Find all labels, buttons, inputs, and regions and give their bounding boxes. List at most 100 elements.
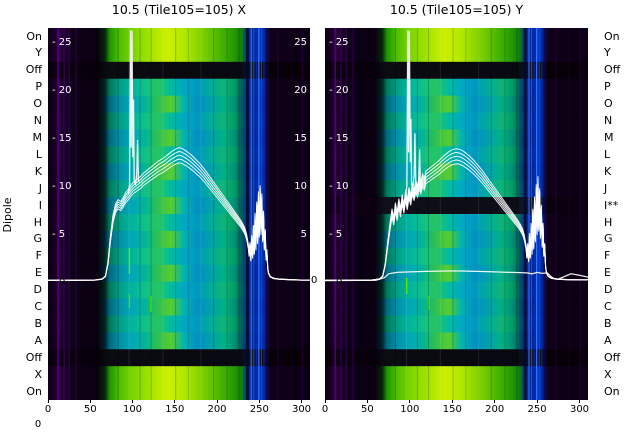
- dipole-row-label-left: H: [33, 215, 42, 229]
- x-tick-label: 200: [207, 404, 227, 415]
- dipole-row-label-right: B: [604, 316, 612, 330]
- dipole-row-label-right: Off: [604, 350, 621, 364]
- x-tick-mark: [409, 400, 411, 403]
- dipole-row-label-right: K: [604, 164, 612, 178]
- dipole-row-label-right: E: [604, 266, 611, 280]
- dipole-row-label-left: A: [34, 333, 42, 347]
- y-tick-label-right: 5: [300, 229, 307, 240]
- x-tick-mark: [451, 400, 453, 403]
- x-tick-label: 250: [249, 404, 269, 415]
- dipole-bandpass-bundle-trace: [325, 164, 588, 281]
- dipole-row-label-left: Y: [35, 46, 42, 60]
- dipole-row-label-left: P: [35, 80, 42, 94]
- x-tick-mark: [174, 400, 176, 403]
- channel-dash: [128, 294, 131, 308]
- x-tick-label: 0: [44, 404, 52, 415]
- heatmap-rows: [48, 28, 310, 400]
- dipole-row-label-left: F: [35, 249, 42, 263]
- y-tick-label-right: 10: [294, 181, 307, 192]
- y-tick-label-inner: - 10: [52, 181, 72, 192]
- channel-dash: [128, 248, 131, 274]
- dipole-bandpass-bundle-trace: [48, 163, 310, 281]
- dipole-row-label-left: J: [38, 181, 42, 195]
- dipole-row-label-left: L: [35, 147, 42, 161]
- x-tick-mark: [579, 400, 580, 403]
- x-tick-mark: [47, 400, 49, 403]
- dipole-row-label-left: X: [34, 367, 42, 381]
- dipole-row-label-right: X: [604, 367, 612, 381]
- y-zero-label: 0: [59, 277, 66, 288]
- x-tick-label: 300: [569, 404, 590, 415]
- y-tick-label-inner: - 20: [329, 85, 349, 96]
- x-tick-label: 100: [122, 404, 143, 415]
- y-tick-label-right: 25: [294, 37, 307, 48]
- y-tick-label-inner: - 25: [329, 37, 349, 48]
- x-tick-label: 250: [527, 404, 547, 415]
- x-tick-mark: [366, 400, 368, 403]
- corner-zero-label: 0: [34, 419, 42, 430]
- dead-dipole-flat-line-trace: [325, 271, 588, 281]
- dipole-row-label-right: N: [604, 114, 613, 127]
- dipole-row-label-right: I**: [604, 198, 619, 212]
- heatmap-panel-y: - 25 - 20 - 15 - 10 - 5 0: [325, 28, 588, 400]
- x-tick-mark: [324, 400, 326, 403]
- dipole-row-label-left: N: [33, 114, 42, 127]
- dipole-row-label-left: O: [33, 97, 42, 111]
- dipole-row-label-right: F: [604, 249, 611, 263]
- channel-dash: [150, 296, 152, 312]
- dipole-row-label-left: B: [34, 316, 42, 330]
- dipole-row-label-right: C: [604, 300, 612, 313]
- y-tick-label-inner: - 10: [329, 181, 349, 192]
- dipole-row-label-right: Off: [604, 63, 621, 77]
- y-tick-label-inner: - 15: [329, 133, 349, 144]
- dipole-row-label-left: On: [26, 29, 42, 43]
- dipole-row-label-right: M: [604, 130, 614, 144]
- dipole-row-label-right: D: [604, 283, 613, 297]
- dipole-row-label-right: H: [604, 215, 613, 229]
- dipole-row-label-right: P: [604, 80, 611, 94]
- x-tick-label: 300: [291, 404, 312, 415]
- dipole-row-label-right: J: [604, 181, 608, 195]
- x-tick-label: 50: [361, 404, 374, 415]
- dipole-row-label-left: Off: [25, 350, 42, 364]
- x-tick-label: 100: [400, 404, 420, 415]
- heatmap-panel-x: - 25 25 - 20 20 - 15 15 - 10 10 - 5 5 0: [48, 28, 310, 400]
- channel-dash: [428, 296, 430, 310]
- dipole-row-label-right: O: [604, 97, 613, 111]
- dipole-row-label-left: E: [35, 266, 42, 280]
- x-tick-mark: [301, 400, 302, 403]
- heatmap-canvas: [48, 28, 310, 400]
- right-zero-label: 0: [311, 275, 318, 286]
- dipole-row-label-right: On: [604, 29, 620, 43]
- dipole-row-label-right: Y: [604, 46, 611, 60]
- x-tick-mark: [216, 400, 218, 403]
- x-tick-mark: [132, 400, 133, 403]
- y-tick-label-right: 20: [294, 85, 307, 96]
- heatmap-canvas: [325, 28, 588, 400]
- dipole-row-label-left: I: [38, 198, 42, 212]
- x-tick-label: 0: [321, 404, 329, 415]
- dipole-row-label-right: A: [604, 333, 612, 347]
- rfi-spike-trace: [128, 31, 139, 194]
- y-tick-label-inner: - 25: [52, 37, 72, 48]
- x-tick-mark: [494, 400, 496, 403]
- dipole-row-label-left: G: [33, 232, 42, 246]
- left-panel-title: 10.5 (Tile105=105) X: [111, 2, 247, 17]
- x-tick-label: 200: [485, 404, 505, 415]
- y-zero-label: 0: [336, 277, 343, 288]
- y-tick-label-right: 15: [294, 133, 307, 144]
- y-tick-label-inner: - 15: [52, 133, 72, 144]
- heatmap-rows: [325, 28, 588, 400]
- x-tick-label: 150: [442, 404, 462, 415]
- x-tick-mark: [536, 400, 538, 403]
- right-panel-title: 10.5 (Tile105=105) Y: [389, 2, 524, 17]
- dipole-row-label-right: G: [604, 232, 613, 246]
- dipole-row-label-left: K: [34, 164, 42, 178]
- rfi-spike-trace: [406, 31, 422, 196]
- y-tick-label-inner: - 5: [52, 229, 66, 240]
- dipole-row-label-left: C: [34, 300, 42, 313]
- y-tick-label-inner: - 5: [329, 229, 343, 240]
- x-tick-mark: [258, 400, 260, 403]
- dipole-row-label-left: Off: [25, 63, 42, 77]
- y-tick-label-inner: - 20: [52, 85, 72, 96]
